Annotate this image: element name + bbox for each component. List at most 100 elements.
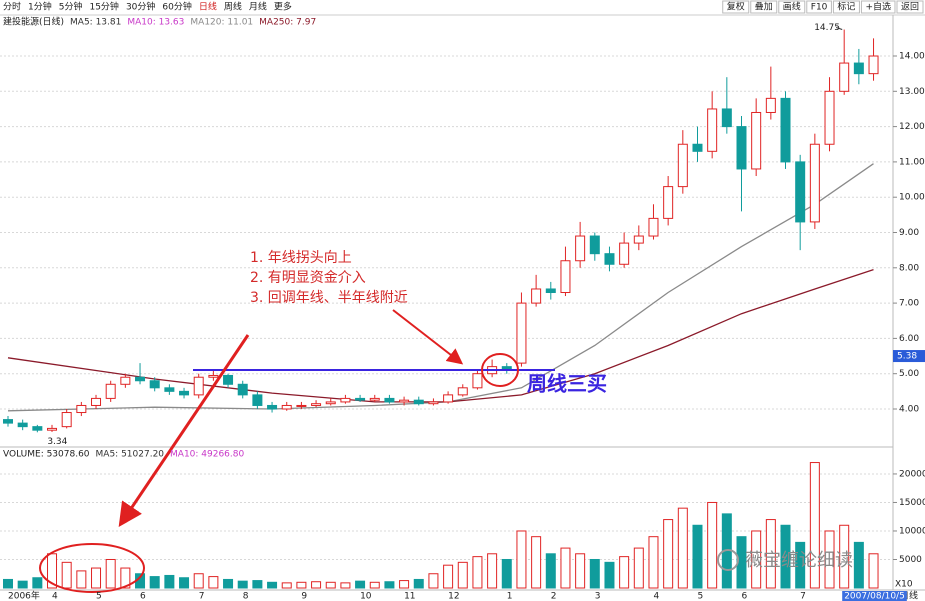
volume-bar xyxy=(311,581,322,589)
volume-bar xyxy=(560,547,571,589)
toolbar-button[interactable]: 标记 xyxy=(837,1,855,13)
x-tick-label: 6 xyxy=(742,592,748,601)
candle-body xyxy=(105,383,116,399)
volume-bar xyxy=(780,524,791,589)
candle-body xyxy=(47,427,58,431)
x-tick-label: 9 xyxy=(301,592,307,601)
toolbar-tab[interactable]: 1分钟 xyxy=(28,1,52,13)
toolbar-tab[interactable]: 更多 xyxy=(274,1,292,13)
y-tick-label: 10000 xyxy=(899,526,925,536)
volume-bar xyxy=(604,561,615,589)
legend-entry: MA250: 7.97 xyxy=(259,18,316,28)
legend-entry: MA5: 13.81 xyxy=(70,18,121,28)
toolbar-button[interactable]: F10 xyxy=(811,3,828,13)
volume-bar xyxy=(663,519,674,589)
volume-bar xyxy=(105,558,116,589)
volume-bar xyxy=(501,558,512,589)
candle-body xyxy=(120,376,131,385)
candle-body xyxy=(135,376,146,382)
candle-body xyxy=(311,403,322,406)
toolbar-tab[interactable]: 60分钟 xyxy=(162,1,191,13)
volume-bar xyxy=(589,558,600,589)
candle-body xyxy=(237,383,248,396)
volume-bar xyxy=(413,578,424,589)
volume-bar xyxy=(795,541,806,589)
candle-body xyxy=(17,422,28,428)
y-tick-label: 9.00 xyxy=(899,228,919,238)
volume-bar xyxy=(193,573,204,589)
moving-average-line xyxy=(7,163,874,412)
volume-bar xyxy=(281,582,292,589)
candle-body xyxy=(663,186,674,219)
candle-body xyxy=(340,397,351,403)
toolbar-tab[interactable]: 分时 xyxy=(3,1,21,13)
x-tick-label: 1 xyxy=(507,592,513,601)
toolbar-button-frame xyxy=(832,0,860,14)
callout: 周线三买 xyxy=(527,372,607,396)
volume-bar xyxy=(648,536,659,589)
candle-body xyxy=(516,302,527,364)
candle-body xyxy=(560,260,571,294)
candle-body xyxy=(281,404,292,410)
x-tick-label: 4 xyxy=(52,592,58,601)
highlight-circle xyxy=(39,543,145,593)
volume-bar xyxy=(47,553,58,589)
candle-body xyxy=(868,55,879,75)
toolbar-button[interactable]: +自选 xyxy=(865,1,891,13)
price-tag-label: 5.38 xyxy=(897,352,917,362)
toolbar-tab[interactable]: 周线 xyxy=(224,1,242,13)
candle-body xyxy=(677,143,688,188)
volume-bar xyxy=(340,582,351,589)
volume-title: VOLUME: 53078.60 xyxy=(3,450,90,460)
toolbar-tab[interactable]: 日线 xyxy=(199,1,217,13)
toolbar-tab[interactable]: 月线 xyxy=(249,1,267,13)
volume-bar xyxy=(325,581,336,589)
volume-bar xyxy=(824,530,835,589)
volume-bar xyxy=(252,580,263,589)
candle-body xyxy=(325,401,336,405)
volume-bar xyxy=(296,581,307,589)
x-tick-label: 10 xyxy=(360,592,372,601)
x-tick-label: 11 xyxy=(404,592,415,601)
arrow xyxy=(392,309,464,365)
candle-body xyxy=(457,387,468,396)
candle-body xyxy=(707,108,718,152)
high-pointer xyxy=(836,27,843,31)
volume-bar xyxy=(384,581,395,589)
date-cursor xyxy=(842,591,907,601)
y-tick-label: 5.00 xyxy=(899,369,919,379)
moving-average-line xyxy=(7,268,874,403)
volume-bar xyxy=(839,524,850,589)
volume-bar xyxy=(707,501,718,589)
toolbar-button[interactable]: 复权 xyxy=(727,1,745,13)
y-tick-label: 5000 xyxy=(899,555,922,565)
plot-layer xyxy=(0,29,893,589)
volume-bar xyxy=(765,519,776,589)
toolbar-button[interactable]: 返回 xyxy=(901,1,919,13)
candle-body xyxy=(208,374,219,378)
y-tick-label: 4.00 xyxy=(899,404,919,414)
toolbar-tab[interactable]: 15分钟 xyxy=(89,1,118,13)
candle-body xyxy=(149,380,160,389)
toolbar-tab[interactable]: 5分钟 xyxy=(59,1,83,13)
y-tick-label: 13.00 xyxy=(899,87,925,97)
volume-bar xyxy=(179,577,190,589)
candle-body xyxy=(384,397,395,403)
candle-body xyxy=(267,404,278,410)
annotation: 2. 有明显资金介入 xyxy=(250,270,366,286)
volume-bar xyxy=(428,573,439,589)
candle-body xyxy=(824,90,835,145)
watermark-icon xyxy=(717,549,739,571)
high-label: 14.75 xyxy=(814,23,840,33)
candle-body xyxy=(32,426,43,431)
y-tick-label: 6.00 xyxy=(899,334,919,344)
toolbar-button[interactable]: 叠加 xyxy=(755,2,773,13)
toolbar-button[interactable]: 画线 xyxy=(783,1,801,13)
candle-body xyxy=(179,390,190,396)
candle-body xyxy=(751,111,762,170)
candle-body xyxy=(795,161,806,223)
candle-body xyxy=(428,401,439,405)
volume-bar xyxy=(457,561,468,589)
toolbar-tab[interactable]: 30分钟 xyxy=(126,1,155,13)
